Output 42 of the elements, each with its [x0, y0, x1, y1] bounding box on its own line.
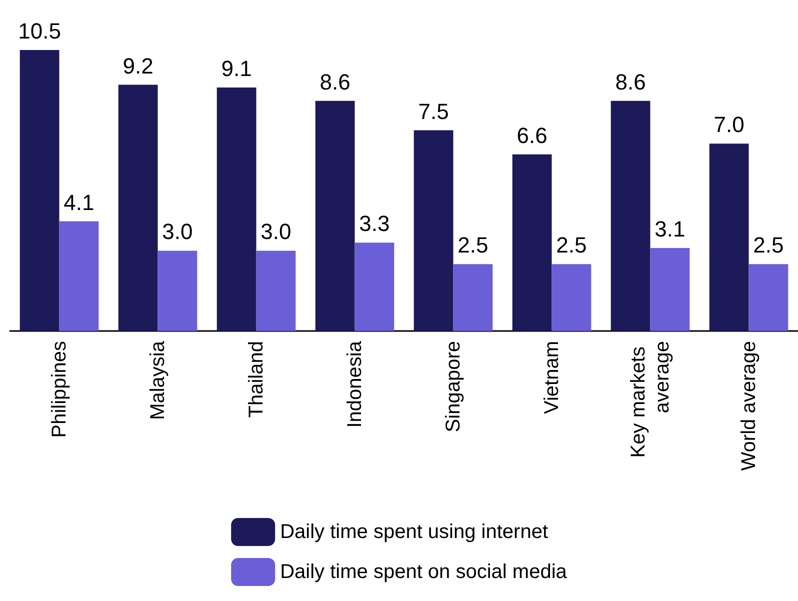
- data-label: 8.6: [320, 69, 350, 94]
- bar: [414, 130, 454, 331]
- bar: [650, 248, 690, 331]
- data-label: 2.5: [753, 232, 784, 258]
- bar: [512, 154, 552, 331]
- bar: [158, 250, 198, 331]
- data-label: 10.5: [18, 18, 61, 44]
- data-label: 2.5: [556, 232, 587, 258]
- data-label: 3.3: [359, 211, 390, 236]
- x-tick-label: Singapore: [442, 341, 464, 432]
- x-tick-label: Key markets average: [627, 341, 674, 458]
- data-label: 3.0: [260, 219, 292, 244]
- bar: [748, 264, 788, 331]
- data-label: 8.6: [615, 69, 646, 94]
- bar: [118, 84, 158, 331]
- x-tick-label: World average: [738, 341, 760, 471]
- bar: [216, 87, 256, 331]
- x-tick-label: Malaysia: [146, 340, 169, 420]
- legend-label: Daily time spent on social media: [280, 561, 568, 583]
- data-label: 3.0: [162, 219, 193, 244]
- bar: [59, 221, 99, 331]
- data-label: 3.1: [654, 216, 686, 242]
- bar: [20, 50, 60, 331]
- x-tick-label: Indonesia: [344, 340, 366, 428]
- data-label: 4.1: [64, 190, 94, 215]
- x-tick-label: Vietnam: [540, 341, 563, 414]
- data-label: 9.2: [122, 53, 154, 78]
- data-label: 7.0: [714, 112, 744, 138]
- bar: [315, 100, 355, 331]
- bar: [354, 242, 394, 331]
- data-label: 6.6: [516, 122, 548, 148]
- data-label: 7.5: [418, 98, 449, 124]
- legend-label: Daily time spent using internet: [280, 521, 548, 543]
- bar: [552, 264, 592, 331]
- data-label: 2.5: [458, 232, 488, 258]
- x-tick-label: Philippines: [48, 341, 70, 438]
- bar: [256, 250, 296, 331]
- bar: [709, 144, 749, 331]
- x-tick-label: Thailand: [245, 341, 268, 418]
- bar: [610, 100, 650, 331]
- data-label: 9.1: [221, 56, 252, 81]
- bar: [453, 264, 493, 331]
